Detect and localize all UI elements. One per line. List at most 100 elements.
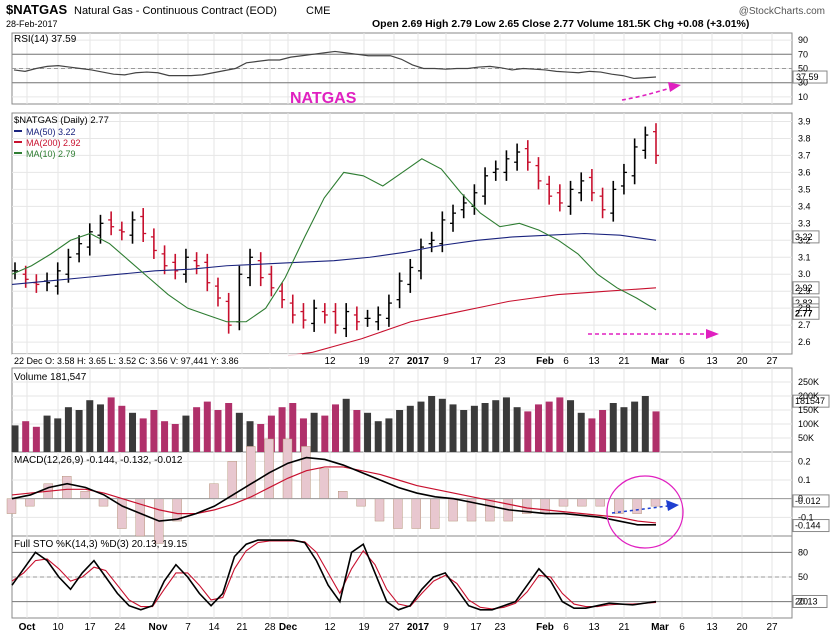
y-tick-label: 150K — [798, 405, 819, 415]
volume-bar — [182, 415, 190, 452]
volume-bar — [235, 412, 243, 452]
volume-bar — [332, 404, 339, 452]
chart-date: 28-Feb-2017 — [6, 19, 58, 29]
bottom-x-label: Mar — [651, 622, 669, 633]
y-tick-label: 3.7 — [798, 150, 811, 160]
ohlc-summary: Open 2.69 High 2.79 Low 2.65 Close 2.77 … — [372, 18, 749, 30]
top-x-label: Mar — [651, 356, 669, 367]
y-tick-label: 3.9 — [798, 116, 811, 126]
ma10-line — [11, 158, 657, 323]
chart-name: Natural Gas - Continuous Contract (EOD) — [74, 5, 277, 17]
volume-bar — [620, 407, 628, 452]
axes: 90705030103.93.83.73.63.53.43.33.23.13.0… — [19, 35, 819, 633]
y-tick-label: 10 — [798, 92, 808, 102]
volume-bar — [406, 405, 414, 452]
price-tag-label: 3.22 — [795, 232, 813, 242]
macd-histogram-bar — [282, 438, 293, 499]
volume-bar — [342, 398, 350, 452]
y-tick-label: 70 — [798, 49, 808, 59]
bottom-x-label: Oct — [19, 622, 36, 633]
y-tick-label: 3.6 — [798, 167, 811, 177]
volume-last-tag — [792, 394, 830, 408]
y-tick-label: 30 — [798, 78, 808, 88]
volume-bar — [11, 425, 19, 452]
y-tick-label: -0.1 — [798, 512, 814, 522]
ma200-line — [287, 287, 657, 357]
legend-ma10: MA(10) 2.79 — [26, 149, 76, 159]
macd-panel: -0.012 -0.144 — [6, 438, 830, 549]
legend-ma50: MA(50) 3.22 — [26, 127, 76, 137]
y-tick-label: 3.3 — [798, 218, 811, 228]
bottom-x-label: 28 — [264, 622, 276, 633]
sto-k-line — [11, 539, 657, 611]
macd-histogram-bar — [393, 498, 403, 529]
y-tick-label: 3.4 — [798, 201, 811, 211]
sto-last-value: 20.13 — [795, 596, 818, 606]
bottom-x-label: 23 — [494, 622, 506, 633]
volume-bar — [203, 401, 211, 452]
rsi-line — [13, 50, 657, 80]
y-tick-label: 2.7 — [798, 320, 811, 330]
info-bar: 22 Dec O: 3.58 H: 3.65 L: 3.52 C: 3.56 V… — [14, 356, 239, 366]
price-panel: 3.222.922.832.792.77 — [11, 123, 820, 357]
y-tick-label: 50K — [798, 433, 814, 443]
volume-bar — [321, 415, 329, 452]
volume-bar — [502, 397, 510, 452]
macd-histogram-bar — [80, 491, 90, 499]
chart-exchange: CME — [306, 5, 330, 17]
gridlines — [12, 33, 792, 618]
y-tick-label: 3.2 — [798, 235, 811, 245]
macd-histogram-bar — [374, 498, 385, 522]
volume-bar — [652, 411, 660, 452]
volume-bar — [118, 405, 126, 452]
macd-histogram-bar — [485, 498, 495, 522]
rsi-panel: 37.59 — [12, 50, 828, 101]
macd-histogram-bar — [245, 446, 256, 499]
price-tag-label: 2.77 — [795, 308, 813, 318]
price-tag-label: 2.83 — [795, 298, 813, 308]
macd-histogram-bar — [540, 498, 550, 514]
rsi-last-value: 37.59 — [796, 72, 819, 82]
rsi-last-tag — [792, 70, 828, 84]
bottom-x-label: 13 — [706, 622, 718, 633]
macd-histogram-bar — [632, 498, 642, 514]
bottom-x-label: 27 — [766, 622, 778, 633]
rsi-legend: RSI(14) 37.59 — [14, 34, 77, 45]
macd-arrow-head — [666, 500, 679, 511]
macd-histogram-bar — [62, 476, 72, 499]
macd-legend: MACD(12,26,9) -0.144, -0.132, -0.012 — [14, 455, 183, 466]
macd-last-tag — [792, 494, 830, 508]
top-x-label: 6 — [563, 356, 569, 367]
volume-bar — [470, 405, 478, 452]
macd-histogram-bar — [338, 491, 348, 499]
y-tick-label: 2.8 — [798, 303, 811, 313]
macd-histogram-bar — [6, 498, 17, 514]
chart-symbol: $NATGAS — [6, 2, 67, 17]
bottom-x-label: 19 — [358, 622, 370, 633]
top-x-label: 12 — [324, 356, 336, 367]
volume-bar — [54, 418, 62, 452]
macd-highlight-circle — [606, 475, 684, 549]
y-tick-label: 0.2 — [798, 456, 811, 466]
info-bar-bg — [12, 354, 302, 366]
volume-bar — [171, 424, 179, 452]
volume-bar — [299, 418, 307, 452]
price-tag — [792, 306, 820, 320]
macd-histogram-bar — [595, 498, 605, 507]
macd-histogram-bar — [209, 483, 219, 499]
volume-bar — [385, 418, 393, 452]
volume-bar — [22, 421, 30, 452]
top-x-label: 27 — [388, 356, 400, 367]
stochastic-panel: 20.13 — [11, 539, 828, 611]
volume-bar — [246, 421, 254, 452]
top-x-label: 13 — [706, 356, 718, 367]
volume-bar — [214, 410, 222, 452]
bottom-x-label: 17 — [470, 622, 482, 633]
y-tick-label: 100K — [798, 419, 819, 429]
volume-legend: Volume 181,547 — [14, 372, 87, 383]
macd-histogram-bar — [25, 498, 35, 507]
volume-bar — [75, 410, 83, 452]
volume-bar — [396, 410, 404, 452]
y-tick-label: 200K — [798, 391, 819, 401]
macd-last-value: -0.144 — [795, 521, 821, 531]
